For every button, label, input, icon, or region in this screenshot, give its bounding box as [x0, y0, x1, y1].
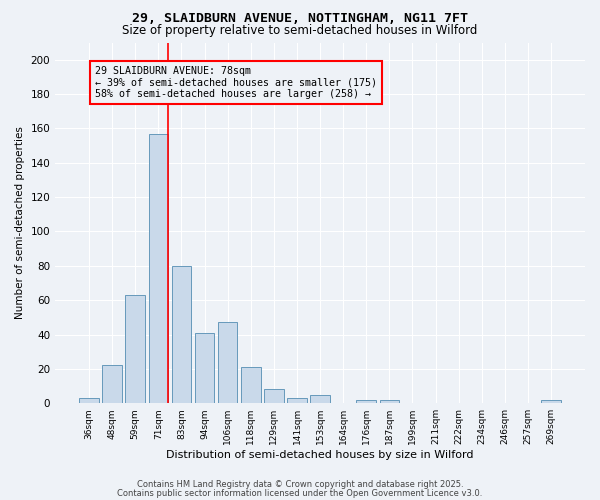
- Bar: [218, 322, 238, 403]
- Text: 29 SLAIDBURN AVENUE: 78sqm
← 39% of semi-detached houses are smaller (175)
58% o: 29 SLAIDBURN AVENUE: 78sqm ← 39% of semi…: [95, 66, 377, 99]
- Bar: [172, 266, 191, 403]
- Text: Size of property relative to semi-detached houses in Wilford: Size of property relative to semi-detach…: [122, 24, 478, 37]
- Text: Contains HM Land Registry data © Crown copyright and database right 2025.: Contains HM Land Registry data © Crown c…: [137, 480, 463, 489]
- Text: Contains public sector information licensed under the Open Government Licence v3: Contains public sector information licen…: [118, 488, 482, 498]
- Bar: [149, 134, 168, 403]
- Bar: [380, 400, 399, 403]
- Bar: [356, 400, 376, 403]
- X-axis label: Distribution of semi-detached houses by size in Wilford: Distribution of semi-detached houses by …: [166, 450, 474, 460]
- Bar: [195, 333, 214, 403]
- Bar: [287, 398, 307, 403]
- Bar: [264, 390, 284, 403]
- Bar: [310, 394, 330, 403]
- Bar: [241, 367, 260, 403]
- Bar: [103, 366, 122, 403]
- Bar: [125, 295, 145, 403]
- Bar: [79, 398, 99, 403]
- Y-axis label: Number of semi-detached properties: Number of semi-detached properties: [15, 126, 25, 320]
- Bar: [541, 400, 561, 403]
- Text: 29, SLAIDBURN AVENUE, NOTTINGHAM, NG11 7FT: 29, SLAIDBURN AVENUE, NOTTINGHAM, NG11 7…: [132, 12, 468, 26]
